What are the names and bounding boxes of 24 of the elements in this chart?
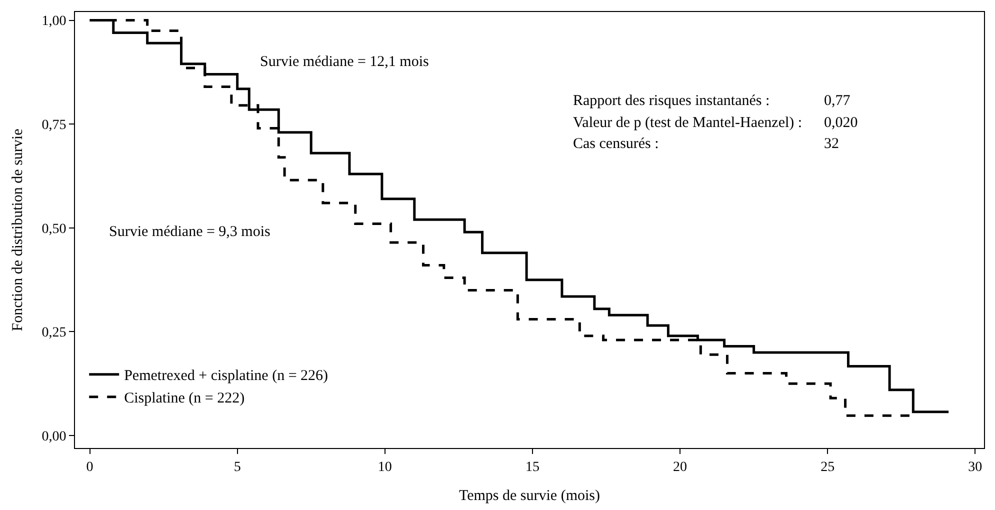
legend-label: Cisplatine (n = 222) bbox=[124, 390, 245, 407]
x-tick-label: 30 bbox=[968, 460, 982, 475]
x-tick-label: 25 bbox=[820, 460, 835, 475]
annotation: 0,77 bbox=[824, 93, 851, 109]
x-tick-label: 15 bbox=[525, 460, 540, 475]
annotation: Valeur de p (test de Mantel-Haenzel) : bbox=[573, 115, 802, 131]
y-axis-title: Fonction de distribution de survie bbox=[10, 128, 26, 332]
y-tick-label: 1,00 bbox=[42, 14, 66, 30]
x-tick-label: 0 bbox=[86, 460, 94, 475]
x-axis-title: Temps de survie (mois) bbox=[458, 488, 600, 504]
x-tick-label: 5 bbox=[234, 460, 241, 475]
annotation: Survie médiane = 9,3 mois bbox=[109, 224, 271, 240]
y-tick-label: 0,50 bbox=[42, 222, 66, 237]
y-tick-label: 0,25 bbox=[42, 326, 66, 341]
annotation: 32 bbox=[824, 136, 839, 152]
y-tick-label: 0,00 bbox=[42, 429, 66, 444]
annotation: 0,020 bbox=[824, 115, 858, 131]
y-tick-label: 0,75 bbox=[42, 118, 66, 134]
annotation: Cas censurés : bbox=[573, 136, 659, 152]
legend-label: Pemetrexed + cisplatine (n = 226) bbox=[124, 368, 328, 384]
annotation: Survie médiane = 12,1 mois bbox=[260, 54, 430, 70]
annotation: Rapport des risques instantanés : bbox=[573, 93, 770, 109]
x-tick-label: 20 bbox=[673, 460, 688, 475]
x-tick-label: 10 bbox=[378, 460, 392, 475]
